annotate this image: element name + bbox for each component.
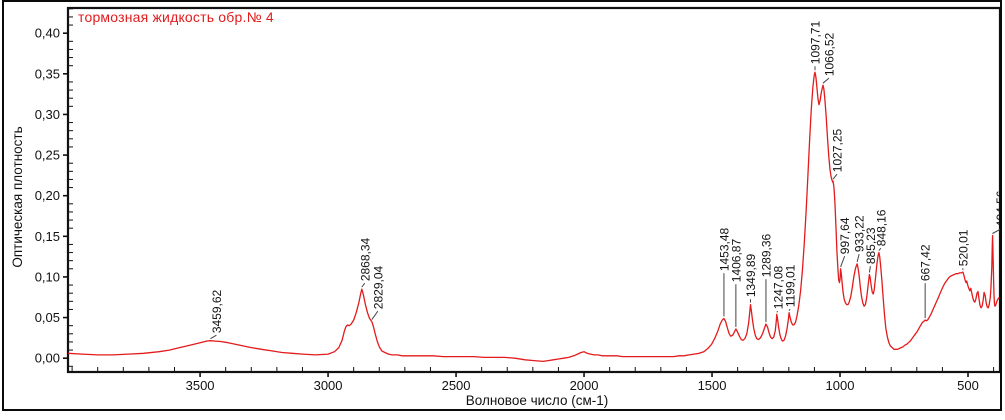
x-tick-label: 1000 [826,378,855,393]
peak-annotation: 933,22 [853,215,867,263]
y-tick-label: 0,05 [35,310,60,325]
peak-annotation: 1097,71 [809,21,823,71]
peak-label: 1066,52 [822,32,836,76]
peak-annotation: 667,42 [919,244,933,318]
peak-leader-line [788,308,791,311]
peak-label: 1289,36 [759,233,773,277]
peak-label: 1349,89 [744,253,758,297]
peak-annotation: 1247,08 [771,265,785,313]
peak-label: 1097,71 [809,21,823,65]
x-tick-label: 2000 [570,378,599,393]
peak-label: 885,23 [864,227,878,264]
peak-leader-line [868,266,871,273]
x-tick-label: 1500 [698,378,727,393]
y-tick-label: 0,40 [35,26,60,41]
peak-leader-line [878,247,882,251]
peak-annotation: 1027,25 [831,129,845,180]
peak-leader-line [832,173,838,180]
x-tick-label: 3500 [186,378,215,393]
peak-annotation: 2868,34 [358,237,372,288]
peak-annotation: 1453,48 [717,227,731,317]
peak-label: 997,64 [838,217,852,254]
x-tick-label: 3000 [314,378,343,393]
y-tick-label: 0,25 [35,148,60,163]
x-axis-label: Волновое число (см-1) [465,393,609,408]
peak-label: 404,56 [994,190,1005,227]
peak-annotation: 404,56 [992,190,1005,234]
peak-label: 667,42 [919,244,933,281]
peak-annotation: 520,01 [956,229,970,271]
peak-label: 2829,04 [371,265,385,309]
peak-label: 848,16 [874,209,888,246]
peak-label: 1199,01 [784,264,798,307]
peak-label: 520,01 [956,229,970,266]
y-tick-label: 0,00 [35,351,60,366]
x-tick-label: 500 [957,378,979,393]
y-axis-label: Оптическая плотность [10,126,25,268]
peak-leader-line [776,310,779,313]
chart-title: тормозная жидкость обр.№ 4 [78,9,274,25]
y-tick-label: 0,30 [35,107,60,122]
peak-leader-line [210,334,217,340]
peak-label: 933,22 [853,215,867,252]
peak-label: 1247,08 [771,265,785,309]
peak-label: 1453,48 [717,227,731,271]
peak-annotation: 1199,01 [784,264,798,311]
peak-leader-line [371,310,379,320]
peak-annotation: 1406,87 [729,239,743,327]
y-tick-label: 0,35 [35,66,60,81]
peak-label: 2868,34 [358,237,372,281]
peak-annotation: 1066,52 [822,32,836,84]
peak-annotation: 1289,36 [759,233,773,323]
peak-annotation: 885,23 [864,227,878,273]
peak-label: 3459,62 [210,289,224,333]
y-tick-label: 0,20 [35,188,60,203]
peak-leader-line [361,282,366,288]
peak-annotation: 1349,89 [744,253,758,303]
peak-leader-line [822,77,830,84]
peak-annotation: 3459,62 [210,289,224,340]
y-tick-label: 0,15 [35,229,60,244]
peak-label: 1027,25 [831,129,845,173]
spectrum-curve [68,71,1000,363]
x-tick-label: 2500 [442,378,471,393]
peak-annotation: 848,16 [874,209,888,251]
y-tick-label: 0,10 [35,269,60,284]
peak-leader-line [992,228,1000,234]
peak-label: 1406,87 [729,239,743,283]
peak-annotation: 2829,04 [371,265,385,320]
peak-annotation: 997,64 [838,217,852,267]
plot-area [66,6,1002,374]
peak-leader-line [840,256,846,267]
peak-leader-line [856,254,860,263]
